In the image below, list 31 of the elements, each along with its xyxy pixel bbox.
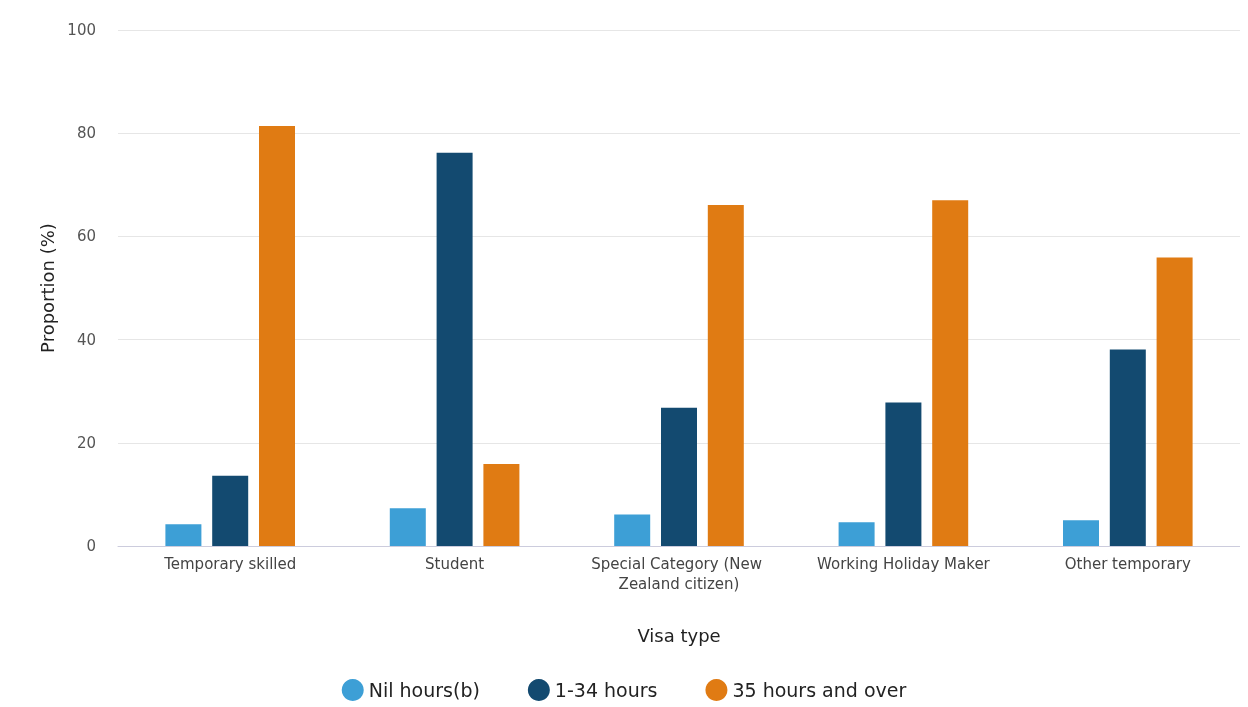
x-tick-label: Special Category (New Zealand citizen) <box>591 555 767 593</box>
bar <box>885 402 922 546</box>
legend-label: Nil hours(b) <box>368 679 480 701</box>
x-tick-label: Working Holiday Maker <box>817 555 991 573</box>
bar <box>707 204 744 546</box>
bar <box>483 463 520 546</box>
y-tick-label: 40 <box>76 330 96 349</box>
y-tick-label: 60 <box>76 227 96 246</box>
bar <box>165 524 202 546</box>
x-tick-label: Other temporary <box>1064 555 1192 573</box>
bar <box>1109 349 1146 546</box>
bar <box>436 152 473 546</box>
legend-label: 35 hours and over <box>732 679 907 701</box>
y-axis-title: Proportion (%) <box>36 223 58 353</box>
x-tick-label: Temporary skilled <box>163 555 297 573</box>
y-tick-label: 80 <box>76 124 96 143</box>
x-tick-label: Student <box>425 555 485 573</box>
legend-label: 1-34 hours <box>554 679 658 701</box>
bar <box>1063 520 1099 546</box>
y-tick-label: 20 <box>76 433 96 452</box>
bar <box>259 125 295 546</box>
bar <box>838 522 875 546</box>
bar <box>389 508 426 546</box>
y-tick-label: 100 <box>67 21 96 39</box>
bar <box>932 200 969 546</box>
y-tick-label: 0 <box>86 537 96 555</box>
bar <box>1156 257 1193 546</box>
bar <box>614 514 651 546</box>
x-axis-title: Visa type <box>637 624 721 646</box>
bar <box>212 475 249 546</box>
bar <box>661 407 697 546</box>
